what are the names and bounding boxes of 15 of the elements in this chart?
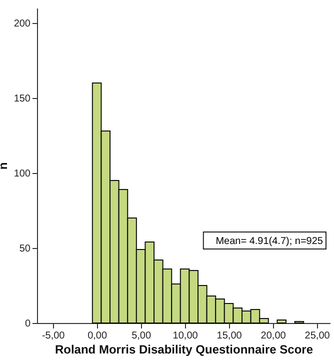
x-tick-label: 25,00	[304, 330, 330, 342]
y-tick-label: 150	[14, 94, 31, 104]
y-axis-title: n	[0, 162, 10, 170]
annotation: Mean= 4.91(4.7); n=925	[216, 236, 324, 247]
y-tick-label: 200	[14, 18, 31, 30]
x-tick-label: 20,00	[260, 330, 286, 342]
x-tick-label: -5,00	[42, 330, 66, 342]
y-tick-label: 50	[19, 244, 31, 254]
y-tick-label: 100	[14, 168, 31, 180]
y-tick-label: 0	[24, 318, 31, 330]
x-axis-title: Roland Morris Disability Questionnaire Score	[54, 342, 314, 356]
x-tick-label: 5,00	[132, 330, 152, 342]
x-tick-label: 0,00	[88, 330, 108, 342]
x-tick-label: 15,00	[216, 330, 242, 342]
x-tick-label: 10,00	[172, 330, 198, 342]
